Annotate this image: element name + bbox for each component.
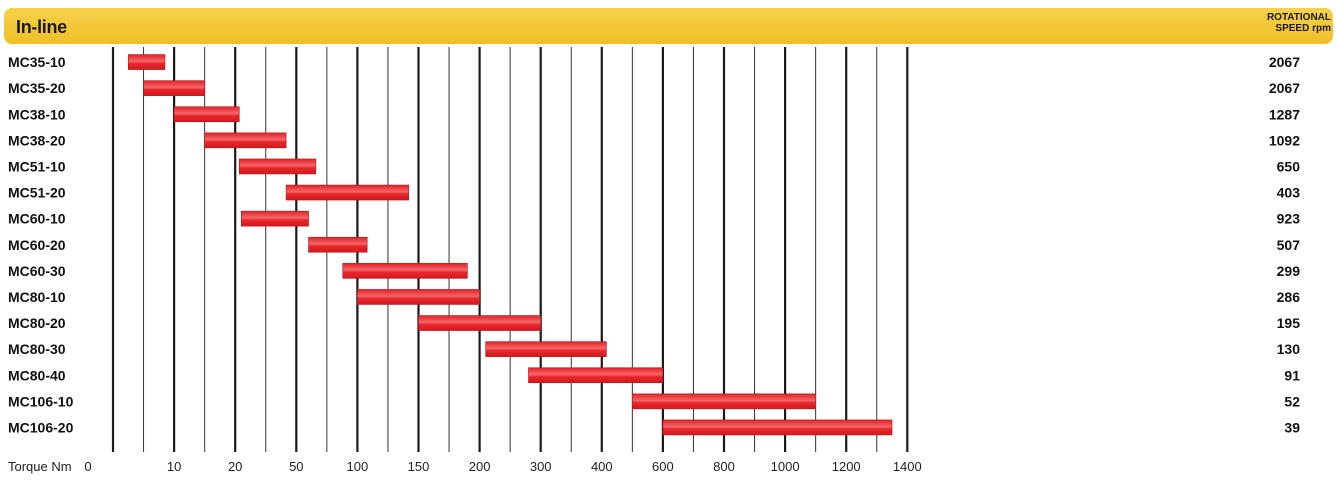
bars	[127, 54, 893, 436]
rotational-speed-value: 195	[1277, 315, 1301, 331]
header-bar	[4, 8, 1333, 44]
model-label: MC35-20	[8, 80, 66, 96]
model-label: MC60-30	[8, 263, 66, 279]
x-tick-label: 50	[289, 459, 303, 474]
x-axis-label: Torque Nm	[8, 459, 72, 474]
model-label: MC80-30	[8, 341, 66, 357]
x-tick-label: 20	[228, 459, 242, 474]
torque-range-bar	[632, 393, 816, 410]
x-tick-label: 10	[167, 459, 181, 474]
model-label: MC38-10	[8, 106, 66, 122]
rotational-speed-value: 1092	[1269, 132, 1300, 148]
rotational-speed-value: 130	[1277, 341, 1301, 357]
speed-values: 2067 2067 1287 1092 650 403 923 507 299 286 195 130…	[1269, 54, 1300, 435]
rotational-speed-header: ROTATIONAL SPEED rpm	[1231, 12, 1331, 34]
x-tick-label: 0	[84, 459, 91, 474]
torque-range-bar	[418, 315, 541, 331]
model-label: MC106-10	[8, 393, 74, 409]
x-tick-label: 800	[713, 459, 735, 474]
rotational-speed-value: 299	[1277, 263, 1301, 279]
x-tick-label: 1400	[893, 459, 922, 474]
torque-range-bar	[357, 289, 480, 305]
rotational-speed-value: 923	[1277, 211, 1301, 227]
x-tick-label: 150	[408, 459, 430, 474]
rotational-speed-value: 39	[1284, 419, 1300, 435]
model-label: MC106-20	[8, 419, 74, 435]
torque-range-bar	[204, 132, 287, 149]
model-label: MC80-40	[8, 367, 66, 383]
rotational-speed-value: 91	[1284, 367, 1300, 383]
torque-range-bar	[143, 80, 205, 96]
model-label: MC60-10	[8, 211, 66, 227]
x-tick-label: 100	[347, 459, 369, 474]
chart-title: In-line	[16, 17, 67, 37]
torque-range-bar	[662, 419, 893, 436]
torque-range-bar	[173, 106, 240, 123]
model-label: MC60-20	[8, 237, 66, 253]
model-label: MC51-10	[8, 158, 66, 174]
model-label: MC38-20	[8, 132, 66, 148]
x-tick-label: 1200	[832, 459, 861, 474]
model-label: MC80-10	[8, 289, 66, 305]
x-tick-label: 300	[530, 459, 552, 474]
rotational-speed-value: 507	[1277, 237, 1301, 253]
torque-range-bar	[238, 158, 317, 175]
rotational-speed-value: 650	[1277, 158, 1301, 174]
torque-range-bar	[285, 184, 410, 201]
torque-range-bar	[342, 263, 468, 279]
rotational-speed-value: 1287	[1269, 106, 1300, 122]
model-label: MC35-10	[8, 54, 66, 70]
x-tick-label: 400	[591, 459, 613, 474]
x-tick-label: 1000	[771, 459, 800, 474]
rotational-speed-value: 286	[1277, 289, 1301, 305]
torque-range-bar	[127, 54, 166, 70]
rotational-speed-value: 52	[1284, 393, 1300, 409]
x-tick-label: 600	[652, 459, 674, 474]
torque-range-bar	[308, 236, 368, 253]
x-axis-ticks: Torque Nm 0 10 20 50 100 150 200 300 400 600 800 100…	[8, 459, 922, 474]
torque-range-bar	[241, 210, 309, 227]
rotational-speed-value: 403	[1277, 185, 1301, 201]
model-label: MC51-20	[8, 185, 66, 201]
rotational-speed-value: 2067	[1269, 80, 1300, 96]
speed-header-line1: ROTATIONAL	[1266, 12, 1331, 23]
rotational-speed-value: 2067	[1269, 54, 1300, 70]
torque-range-bar	[528, 367, 664, 384]
model-label: MC80-20	[8, 315, 66, 331]
torque-range-bar	[485, 341, 607, 357]
row-labels: MC35-10 MC35-20 MC38-10 MC38-20 MC51-10 MC51-…	[8, 54, 74, 435]
x-tick-label: 200	[469, 459, 491, 474]
speed-header-line2: SPEED rpm	[1275, 23, 1331, 34]
